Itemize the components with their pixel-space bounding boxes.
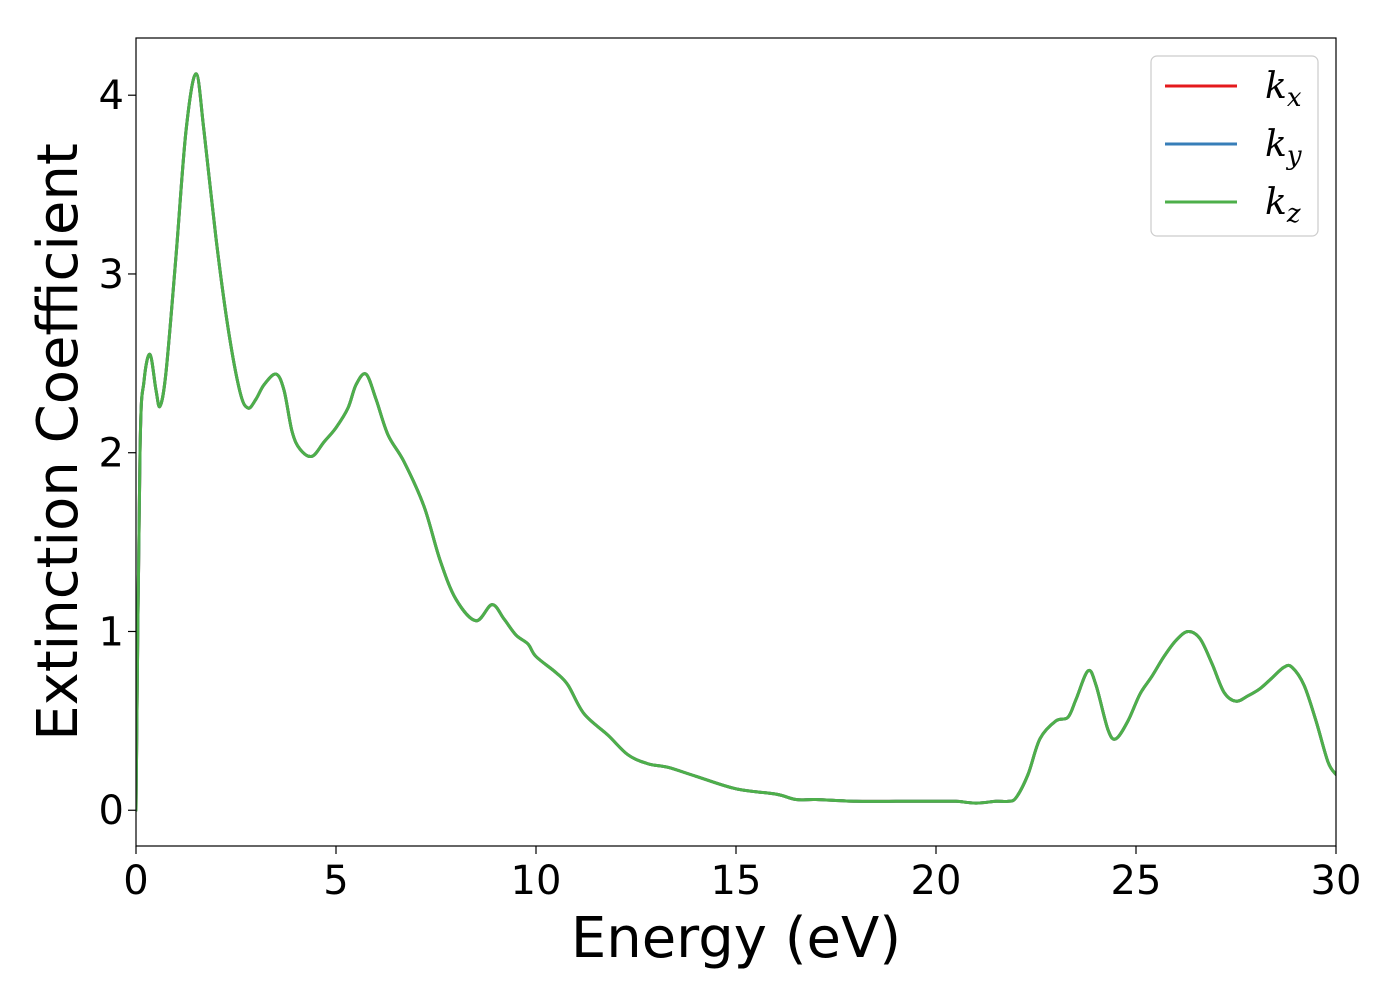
legend-entry-subscript: y — [1286, 141, 1302, 171]
legend-entry-ky: ky — [1265, 124, 1302, 171]
legend-entry-base: k — [1265, 66, 1287, 107]
legend-entry-base: k — [1265, 182, 1287, 223]
legend-entry-subscript: x — [1287, 83, 1302, 113]
y-axis-label: Extinction Coefficient — [26, 143, 91, 741]
axis-ticks: 0 5 10 15 20 25 30 0 1 2 3 4 — [99, 73, 1362, 904]
series-line-kz — [136, 72, 1336, 812]
legend-entry-base: k — [1265, 124, 1287, 165]
legend-entry-subscript: z — [1286, 199, 1301, 229]
y-tick-label: 3 — [99, 252, 124, 298]
x-tick-label: 20 — [911, 858, 962, 904]
x-tick-label: 25 — [1111, 858, 1162, 904]
y-tick-label: 4 — [99, 73, 124, 119]
x-axis-label: Energy (eV) — [571, 906, 901, 971]
x-tick-label: 0 — [123, 858, 148, 904]
y-tick-label: 0 — [99, 788, 124, 834]
y-tick-label: 1 — [99, 609, 124, 655]
x-tick-label: 10 — [511, 858, 562, 904]
x-tick-label: 5 — [323, 858, 348, 904]
legend-entry-kx: kx — [1265, 66, 1302, 113]
x-tick-label: 15 — [711, 858, 762, 904]
x-tick-label: 30 — [1311, 858, 1362, 904]
legend-box — [1150, 55, 1319, 237]
y-tick-label: 2 — [99, 431, 124, 477]
series-lines — [136, 72, 1336, 812]
legend-entry-kz: kz — [1265, 182, 1301, 229]
